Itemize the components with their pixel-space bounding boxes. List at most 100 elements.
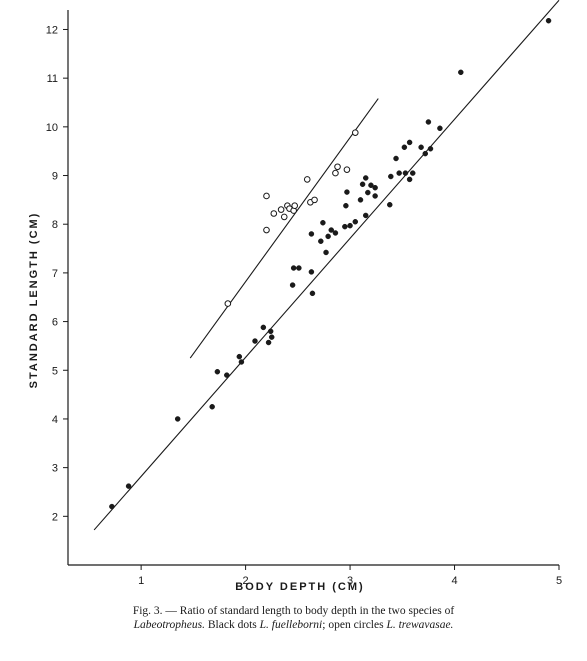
black-dot-point	[109, 503, 115, 510]
caption-line-2: Labeotropheus. Black dots L. fuelleborni…	[0, 618, 587, 632]
black-dot-point	[422, 150, 429, 157]
black-dot-point	[368, 182, 374, 189]
y-tick-label: 3	[52, 463, 58, 475]
black-dot-point	[427, 146, 434, 152]
black-dot-point	[267, 328, 274, 335]
y-tick-label: 9	[52, 171, 58, 183]
caption-species-fuelleborni: L. fuelleborni	[259, 619, 323, 631]
x-tick-label: 3	[347, 575, 353, 587]
black-dot-point	[290, 265, 297, 271]
black-dot-point	[362, 212, 369, 219]
x-tick-label: 5	[556, 575, 562, 587]
black-dot-point	[357, 197, 364, 203]
open-circle-point	[280, 213, 288, 221]
black-dot-point	[393, 155, 399, 162]
y-tick-label: 4	[52, 414, 58, 426]
black-dot-point	[238, 359, 245, 365]
black-dot-point	[289, 282, 296, 288]
black-dot-point	[347, 222, 353, 229]
y-tick-label: 8	[52, 219, 58, 231]
x-tick-label: 2	[243, 575, 249, 587]
black-dot-point	[402, 170, 409, 176]
caption-line-1: Fig. 3. — Ratio of standard length to bo…	[132, 605, 455, 617]
caption-text-open-circles: ; open circles	[322, 619, 387, 631]
black-dot-point	[425, 119, 432, 125]
y-tick-label: 7	[52, 268, 58, 280]
fit-line-series-2	[189, 98, 379, 359]
open-circle-point	[270, 210, 278, 217]
data-points	[109, 17, 552, 510]
x-axis-title: BODY DEPTH (CM)	[235, 581, 364, 593]
black-dot-point	[174, 416, 181, 422]
black-dot-point	[396, 170, 402, 176]
y-tick-label: 5	[52, 365, 58, 377]
black-dot-point	[236, 353, 243, 360]
y-tick-label: 10	[46, 122, 58, 134]
black-dot-point	[458, 69, 464, 76]
black-dot-point	[332, 230, 339, 236]
black-dot-point	[224, 372, 230, 378]
black-dot-point	[318, 238, 324, 244]
black-dot-point	[344, 189, 350, 195]
figure-caption: Fig. 3. — Ratio of standard length to bo…	[0, 604, 587, 632]
black-dot-point	[372, 193, 378, 199]
open-circle-point	[277, 206, 285, 213]
black-dot-point	[406, 139, 413, 146]
open-circle-point	[224, 300, 232, 307]
open-circle-point	[263, 192, 270, 200]
black-dot-point	[323, 249, 329, 256]
black-dot-point	[365, 189, 371, 196]
y-tick-label: 6	[52, 317, 58, 329]
black-dot-point	[325, 233, 331, 240]
black-dot-point	[409, 170, 416, 176]
black-dot-point	[125, 483, 132, 489]
black-dot-point	[387, 201, 393, 208]
open-circle-point	[351, 129, 359, 136]
y-tick-label: 11	[47, 73, 58, 85]
black-dot-point	[252, 338, 258, 344]
axes	[63, 10, 560, 570]
black-dot-point	[328, 227, 335, 233]
black-dot-point	[309, 290, 316, 297]
open-circle-point	[343, 166, 351, 173]
y-tick-label: 2	[52, 511, 58, 523]
caption-text-black-dots: Black dots	[205, 619, 260, 631]
black-dot-point	[265, 339, 272, 346]
y-axis-title: STANDARD LENGTH (CM)	[28, 212, 40, 389]
black-dot-point	[418, 144, 424, 151]
x-tick-label: 1	[138, 575, 144, 587]
open-circle-point	[291, 202, 298, 210]
black-dot-point	[214, 368, 221, 375]
black-dot-point	[308, 269, 315, 275]
black-dot-point	[308, 231, 315, 237]
caption-genus: Labeotropheus.	[133, 619, 206, 631]
black-dot-point	[388, 173, 394, 180]
black-dot-point	[545, 17, 552, 24]
black-dot-point	[268, 334, 275, 340]
fit-line-series-1	[93, 0, 560, 531]
caption-species-trewavasae: L. trewavasae.	[386, 619, 454, 631]
x-tick-label: 4	[451, 575, 457, 587]
black-dot-point	[372, 184, 378, 191]
black-dot-point	[260, 324, 267, 331]
black-dot-point	[406, 176, 413, 183]
open-circle-point	[263, 226, 270, 234]
open-circle-point	[303, 176, 311, 183]
black-dot-point	[320, 220, 326, 226]
y-tick-label: 12	[46, 24, 58, 36]
black-dot-point	[401, 144, 408, 151]
black-dot-point	[343, 202, 349, 209]
open-circle-point	[332, 169, 339, 177]
black-dot-point	[342, 223, 348, 230]
black-dot-point	[352, 219, 359, 225]
regression-lines	[93, 0, 560, 531]
black-dot-point	[359, 181, 366, 188]
black-dot-point	[209, 404, 215, 410]
black-dot-point	[362, 175, 369, 181]
open-circle-point	[311, 196, 318, 204]
open-circle-point	[334, 163, 341, 171]
black-dot-point	[296, 265, 302, 271]
black-dot-point	[437, 125, 443, 132]
